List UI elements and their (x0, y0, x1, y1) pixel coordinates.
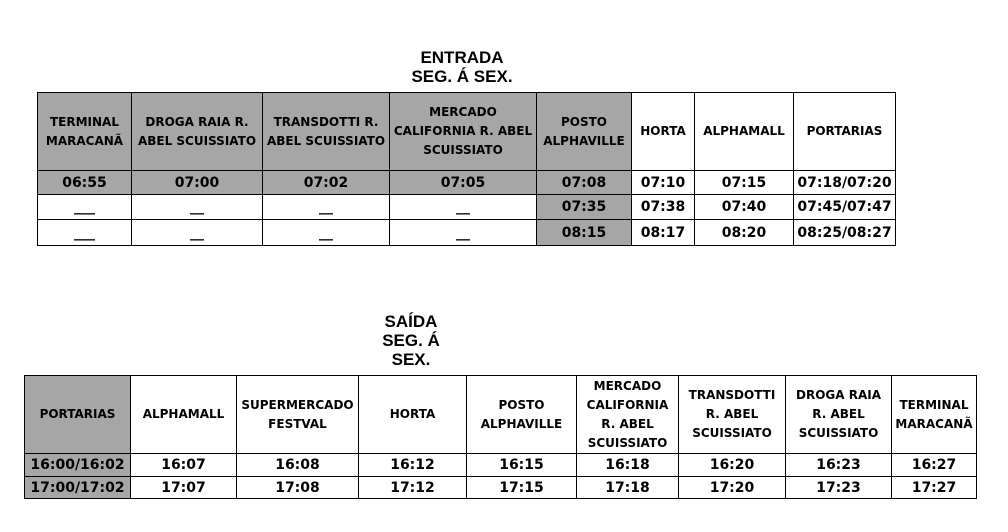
cell: 07:05 (389, 170, 537, 195)
cell: __ (262, 194, 390, 220)
entrada-title: ENTRADA SEG. Á SEX. (362, 48, 562, 86)
header-cell: DROGA RAIA R. ABEL SCUISSIATO (131, 92, 263, 171)
cell: 17:08 (236, 476, 359, 499)
header-cell: TERMINAL MARACANÃ (37, 92, 132, 171)
cell: 07:38 (631, 194, 695, 220)
cell: 08:15 (536, 219, 632, 246)
cell: 07:15 (694, 170, 794, 195)
cell: 07:02 (262, 170, 390, 195)
cell: __ (262, 219, 390, 246)
cell: 08:20 (694, 219, 794, 246)
cell: 17:23 (785, 476, 892, 499)
cell: 16:00/16:02 (24, 453, 131, 477)
header-cell: PORTARIAS (24, 375, 131, 454)
saida-table: PORTARIAS ALPHAMALL SUPERMERCADO FESTVAL… (24, 375, 977, 499)
cell: __ (389, 219, 537, 246)
cell: 16:07 (130, 453, 237, 477)
header-cell: PORTARIAS (793, 92, 896, 171)
entrada-heading: ENTRADA (420, 48, 504, 67)
table-row: 06:55 07:00 07:02 07:05 07:08 07:10 07:1… (37, 170, 896, 195)
table-row: ___ __ __ __ 07:35 07:38 07:40 07:45/07:… (37, 194, 896, 220)
header-cell: POSTO ALPHAVILLE (466, 375, 577, 454)
header-cell: DROGA RAIA R. ABEL SCUISSIATO (785, 375, 892, 454)
table-row: 16:00/16:02 16:07 16:08 16:12 16:15 16:1… (24, 453, 977, 477)
entrada-header-row: TERMINAL MARACANÃ DROGA RAIA R. ABEL SCU… (37, 92, 896, 171)
cell: 16:20 (678, 453, 786, 477)
entrada-table: TERMINAL MARACANÃ DROGA RAIA R. ABEL SCU… (37, 92, 896, 246)
cell: 07:00 (131, 170, 263, 195)
saida-heading: SAÍDA (384, 312, 438, 331)
cell: 17:15 (466, 476, 577, 499)
cell: __ (389, 194, 537, 220)
saida-header-row: PORTARIAS ALPHAMALL SUPERMERCADO FESTVAL… (24, 375, 977, 454)
header-cell: HORTA (358, 375, 467, 454)
cell: 07:40 (694, 194, 794, 220)
cell: 17:00/17:02 (24, 476, 131, 499)
header-cell: MERCADO CALIFORNIA R. ABEL SCUISSIATO (389, 92, 537, 171)
cell: __ (131, 219, 263, 246)
header-cell: MERCADO CALIFORNIA R. ABEL SCUISSIATO (576, 375, 679, 454)
header-cell: TRANSDOTTI R. ABEL SCUISSIATO (262, 92, 390, 171)
entrada-days: SEG. Á SEX. (411, 67, 513, 86)
cell: __ (131, 194, 263, 220)
header-cell: ALPHAMALL (130, 375, 237, 454)
header-cell: POSTO ALPHAVILLE (536, 92, 632, 171)
cell: 07:18/07:20 (793, 170, 896, 195)
header-cell: HORTA (631, 92, 695, 171)
header-cell: ALPHAMALL (694, 92, 794, 171)
cell: 16:27 (891, 453, 977, 477)
header-cell: SUPERMERCADO FESTVAL (236, 375, 359, 454)
cell: 07:35 (536, 194, 632, 220)
saida-days-1: SEG. Á (382, 331, 440, 350)
table-row: 17:00/17:02 17:07 17:08 17:12 17:15 17:1… (24, 476, 977, 499)
header-cell: TERMINAL MARACANÃ (891, 375, 977, 454)
cell: 07:45/07:47 (793, 194, 896, 220)
table-row: ___ __ __ __ 08:15 08:17 08:20 08:25/08:… (37, 219, 896, 246)
cell: ___ (37, 194, 132, 220)
cell: 08:17 (631, 219, 695, 246)
cell: 16:23 (785, 453, 892, 477)
cell: 17:18 (576, 476, 679, 499)
cell: 16:12 (358, 453, 467, 477)
cell: ___ (37, 219, 132, 246)
cell: 06:55 (37, 170, 132, 195)
saida-days-2: SEX. (391, 350, 431, 369)
cell: 17:12 (358, 476, 467, 499)
saida-title: SAÍDA SEG. Á SEX. (361, 312, 461, 369)
cell: 17:07 (130, 476, 237, 499)
cell: 07:08 (536, 170, 632, 195)
cell: 16:15 (466, 453, 577, 477)
header-cell: TRANSDOTTI R. ABEL SCUISSIATO (678, 375, 786, 454)
cell: 16:08 (236, 453, 359, 477)
cell: 17:27 (891, 476, 977, 499)
cell: 07:10 (631, 170, 695, 195)
cell: 08:25/08:27 (793, 219, 896, 246)
cell: 17:20 (678, 476, 786, 499)
cell: 16:18 (576, 453, 679, 477)
